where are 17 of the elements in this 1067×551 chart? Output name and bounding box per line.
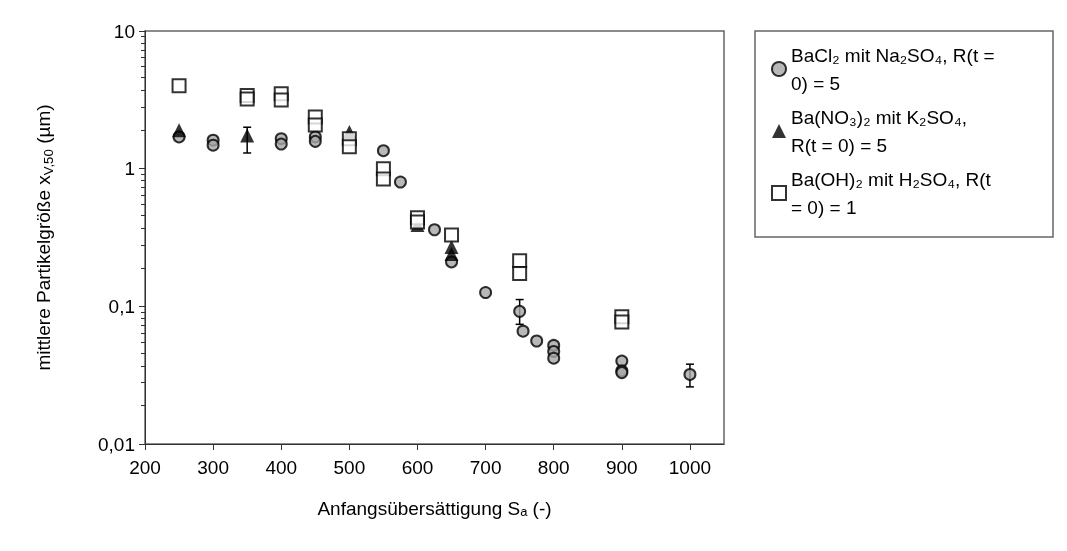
- x-tick-label: 700: [469, 457, 502, 478]
- x-tick-label: 900: [605, 457, 638, 478]
- y-tick-label: 1: [124, 158, 135, 180]
- legend-label: Ba(OH)₂ mit H₂SO₄, R(t = 0) = 1: [791, 168, 997, 218]
- y-tick-label: 10: [113, 20, 135, 42]
- y-tick-label: 0,01: [98, 433, 135, 455]
- x-tick-label: 400: [265, 457, 298, 478]
- x-tick-label: 200: [129, 457, 161, 478]
- x-tick-label: 300: [197, 457, 229, 478]
- x-tick-label: 1000: [668, 457, 712, 478]
- x-tick-label: 800: [537, 457, 570, 478]
- legend-label: Ba(NO₃)₂ mit K₂SO₄, R(t = 0) = 5: [791, 106, 973, 156]
- x-tick-label: 600: [401, 457, 434, 478]
- x-axis-title: Anfangsübersättigung Sₐ (-): [317, 498, 552, 519]
- legend-label: BaCl₂ mit Na₂SO₄, R(t = 0) = 5: [791, 44, 1000, 94]
- x-tick-label: 500: [333, 457, 366, 478]
- y-tick-label: 0,1: [108, 295, 135, 317]
